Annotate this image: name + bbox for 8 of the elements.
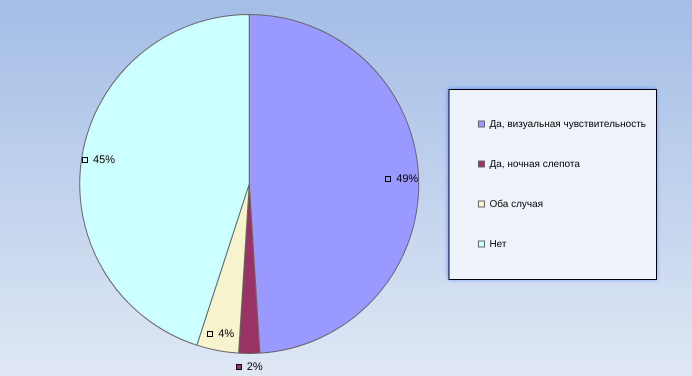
data-label: 49%	[396, 173, 418, 186]
legend-label: Да, визуальная чувствительность	[489, 118, 646, 130]
legend-label: Оба случая	[489, 198, 544, 210]
data-label: 45%	[93, 154, 116, 166]
data-label: 2%	[246, 361, 263, 374]
legend-label: Да, ночная слепота	[489, 158, 580, 170]
legend-label: Нет	[489, 238, 507, 250]
data-label: 4%	[218, 328, 234, 340]
